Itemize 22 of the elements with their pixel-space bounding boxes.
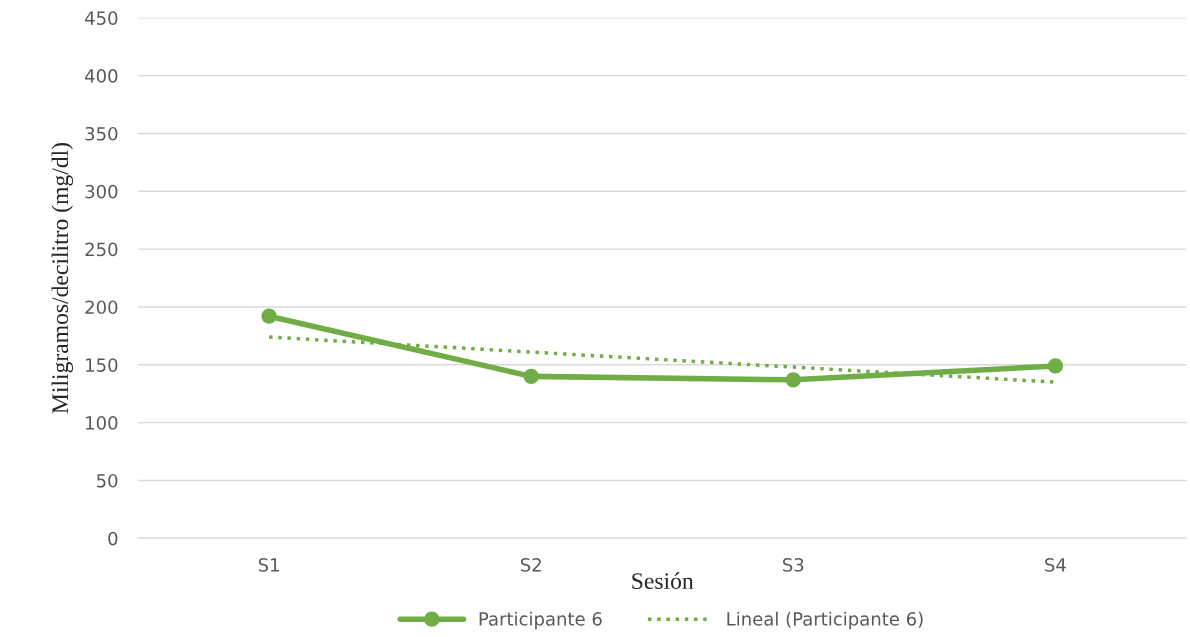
legend-label: Lineal (Participante 6) bbox=[727, 611, 923, 630]
y-tick-label: 100 bbox=[86, 416, 118, 430]
x-tick-label: S1 bbox=[258, 558, 279, 572]
y-tick-label: 0 bbox=[108, 531, 118, 546]
x-tick-label: S4 bbox=[1045, 558, 1066, 572]
y-tick-label: 250 bbox=[85, 242, 118, 257]
y-tick-label: 50 bbox=[97, 473, 118, 488]
y-axis-title: Miligramos/decilitro (mg/dl) bbox=[51, 143, 74, 414]
legend-label: Participante 6 bbox=[479, 611, 602, 630]
point bbox=[261, 308, 277, 324]
y-tick-label: 300 bbox=[85, 184, 118, 199]
point bbox=[1047, 358, 1064, 374]
y-tick-label: 400 bbox=[85, 69, 118, 83]
y-tick-label: 200 bbox=[85, 300, 118, 315]
y-tick-label: 150 bbox=[86, 358, 118, 372]
y-tick-label: 350 bbox=[85, 126, 118, 141]
point bbox=[523, 368, 539, 384]
x-tick-label: S3 bbox=[783, 558, 804, 572]
x-axis-title: Sesión bbox=[632, 572, 694, 590]
y-tick-label: 450 bbox=[85, 11, 118, 25]
x-tick-label: S2 bbox=[520, 558, 541, 572]
point bbox=[785, 372, 801, 388]
